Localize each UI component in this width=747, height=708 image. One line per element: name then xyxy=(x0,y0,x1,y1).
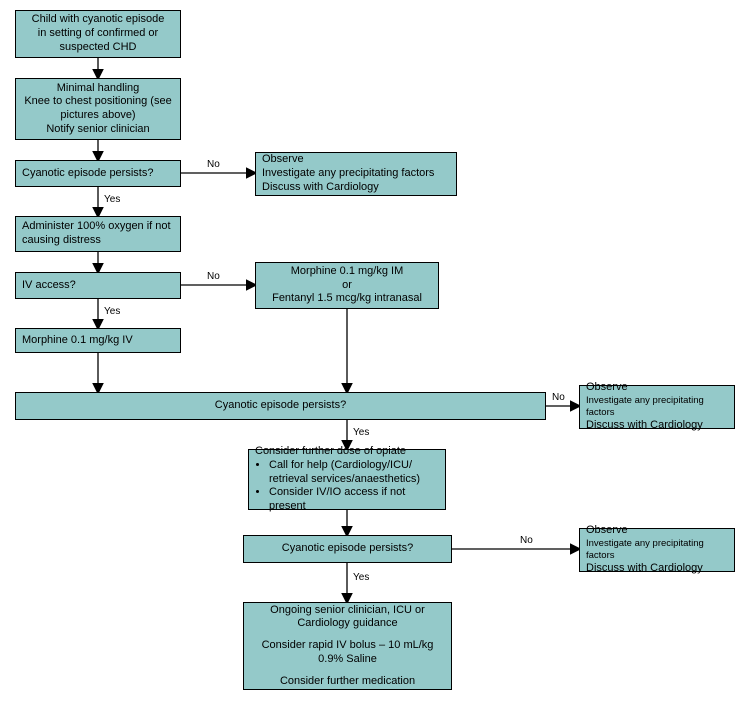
node-line: Discuss with Cardiology xyxy=(586,562,703,576)
edge-label-yes: Yes xyxy=(353,427,369,438)
node-line: suspected CHD xyxy=(59,41,136,55)
node-line: or xyxy=(342,279,352,293)
node-line: Fentanyl 1.5 mcg/kg intranasal xyxy=(272,292,422,306)
node-further-opiate: Consider further dose of opiate Call for… xyxy=(248,449,446,510)
node-line: Notify senior clinician xyxy=(46,123,149,137)
node-observe-1: Observe Investigate any precipitating fa… xyxy=(255,152,457,196)
node-persist-1: Cyanotic episode persists? xyxy=(15,160,181,187)
node-line: Administer 100% oxygen if not xyxy=(22,220,171,234)
node-ongoing: Ongoing senior clinician, ICU or Cardiol… xyxy=(243,602,452,690)
node-bullet: Call for help (Cardiology/ICU/ retrieval… xyxy=(269,459,439,487)
node-line: Discuss with Cardiology xyxy=(586,419,703,433)
edge-label-no: No xyxy=(207,159,220,170)
node-line: Minimal handling xyxy=(57,82,140,96)
node-line: Investigate any precipitating factors xyxy=(586,538,728,562)
node-line: Morphine 0.1 mg/kg IM xyxy=(291,265,404,279)
node-line: Ongoing senior clinician, ICU or Cardiol… xyxy=(250,604,445,632)
node-oxygen: Administer 100% oxygen if not causing di… xyxy=(15,216,181,252)
edge-label-yes: Yes xyxy=(104,306,120,317)
node-line: Cyanotic episode persists? xyxy=(22,167,153,181)
node-title: Consider further dose of opiate xyxy=(255,445,406,459)
node-bullet: Consider IV/IO access if not present xyxy=(269,486,439,514)
node-initial-mgmt: Minimal handling Knee to chest positioni… xyxy=(15,78,181,140)
edge-label-yes: Yes xyxy=(104,194,120,205)
node-morphine-iv: Morphine 0.1 mg/kg IV xyxy=(15,328,181,353)
node-line: Consider rapid IV bolus – 10 mL/kg 0.9% … xyxy=(250,639,445,667)
node-line: Observe xyxy=(586,524,628,538)
node-line: Cyanotic episode persists? xyxy=(215,399,346,413)
node-line: Observe xyxy=(586,381,628,395)
node-line: Cyanotic episode persists? xyxy=(282,542,413,556)
node-persist-3: Cyanotic episode persists? xyxy=(243,535,452,563)
node-line: Investigate any precipitating factors xyxy=(586,395,728,419)
node-iv-access: IV access? xyxy=(15,272,181,299)
edge-label-no: No xyxy=(520,535,533,546)
node-line: Child with cyanotic episode xyxy=(32,13,165,27)
node-line: Morphine 0.1 mg/kg IV xyxy=(22,334,133,348)
node-start: Child with cyanotic episode in setting o… xyxy=(15,10,181,58)
node-line: in setting of confirmed or xyxy=(38,27,158,41)
node-persist-2: Cyanotic episode persists? xyxy=(15,392,546,420)
node-line: Discuss with Cardiology xyxy=(262,181,379,195)
node-line: pictures above) xyxy=(60,109,135,123)
edge-label-no: No xyxy=(207,271,220,282)
edge-label-no: No xyxy=(552,392,565,403)
node-morphine-im: Morphine 0.1 mg/kg IM or Fentanyl 1.5 mc… xyxy=(255,262,439,309)
node-line: causing distress xyxy=(22,234,101,248)
node-bullets: Call for help (Cardiology/ICU/ retrieval… xyxy=(255,459,439,514)
edge-label-yes: Yes xyxy=(353,572,369,583)
node-line: IV access? xyxy=(22,279,76,293)
node-line: Observe xyxy=(262,153,304,167)
node-line: Knee to chest positioning (see xyxy=(24,95,171,109)
node-line: Consider further medication xyxy=(280,675,415,689)
node-observe-3: Observe Investigate any precipitating fa… xyxy=(579,528,735,572)
node-line: Investigate any precipitating factors xyxy=(262,167,434,181)
node-observe-2: Observe Investigate any precipitating fa… xyxy=(579,385,735,429)
